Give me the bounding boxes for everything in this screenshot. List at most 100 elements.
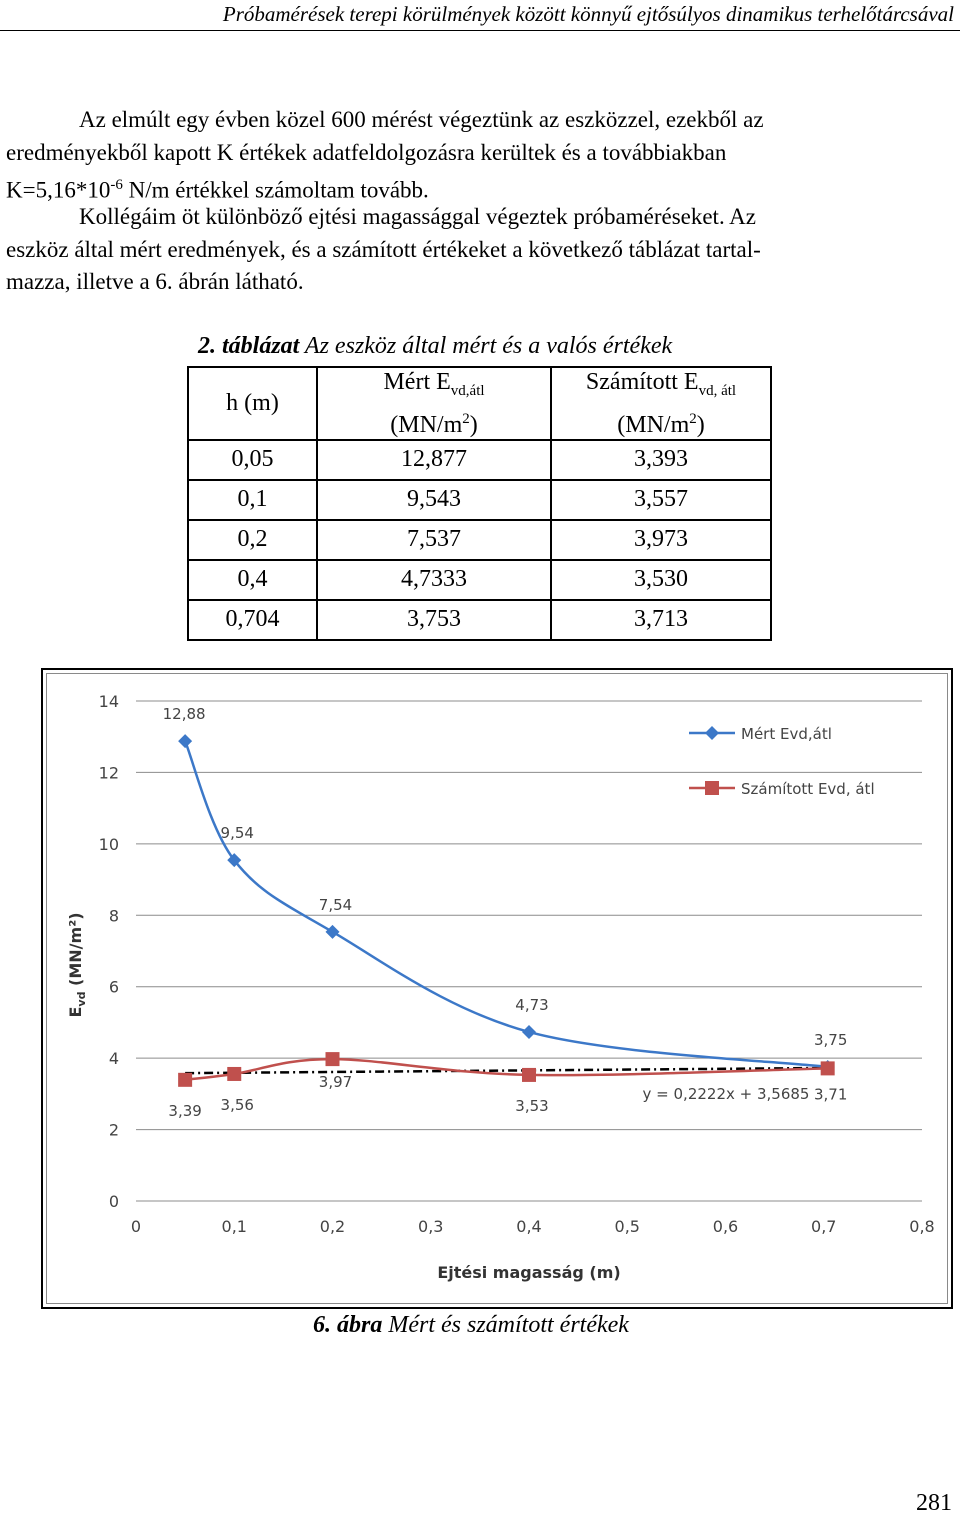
data-label: 7,54 <box>319 896 352 914</box>
y-tick-label: 4 <box>109 1049 119 1068</box>
data-point <box>326 925 340 939</box>
data-label: 12,88 <box>163 705 206 723</box>
x-tick-label: 0,5 <box>615 1217 640 1236</box>
y-tick-label: 10 <box>99 835 119 854</box>
cell-calculated: 3,530 <box>551 560 771 600</box>
x-tick-label: 0,2 <box>320 1217 345 1236</box>
header-calc-main: Számított E <box>586 369 699 395</box>
data-point <box>227 1067 241 1081</box>
paragraph-intro: Az elmúlt egy évben közel 600 mérést vég… <box>6 104 954 207</box>
x-tick-label: 0,7 <box>811 1217 836 1236</box>
data-point <box>178 734 192 748</box>
data-label: 3,71 <box>814 1085 847 1103</box>
cell-measured: 3,753 <box>317 600 551 640</box>
data-point <box>178 1073 192 1087</box>
cell-calculated: 3,393 <box>551 440 771 480</box>
table-row: 0,1 9,543 3,557 <box>188 480 771 520</box>
header-unit-sup: 2 <box>689 411 697 427</box>
y-tick-label: 8 <box>109 906 119 925</box>
legend-label: Mért Evd,átl <box>741 725 832 743</box>
paragraph-measurements: Kollégáim öt különböző ejtési magasságga… <box>6 201 954 299</box>
paragraph-line: eredményekből kapott K értékek adatfeldo… <box>6 137 954 170</box>
paragraph-line: Az elmúlt egy évben közel 600 mérést vég… <box>6 104 954 137</box>
x-axis-label: Ejtési magasság (m) <box>437 1263 620 1282</box>
results-table: h (m) Mért Evd,átl (MN/m2) Számított Evd… <box>187 366 772 641</box>
paragraph-line: mazza, illetve a 6. ábrán látható. <box>6 266 954 299</box>
data-label: 3,53 <box>515 1097 548 1115</box>
table-caption: 2. táblázat Az eszköz által mért és a va… <box>198 333 672 360</box>
header-calc-sub: vd, átl <box>699 383 737 399</box>
header-measured-sub: vd,átl <box>451 383 485 399</box>
table-header-row: h (m) Mért Evd,átl (MN/m2) Számított Evd… <box>188 367 771 440</box>
evd-chart: 0 2 4 6 8 10 12 14 0 0,1 0,2 0,3 0,4 0,5 0,6 0,7 0,8 Ejté… <box>47 674 947 1303</box>
figure-caption: 6. ábra Mért és számított értékek <box>313 1312 629 1339</box>
k-exponent: -6 <box>110 177 123 193</box>
data-point <box>522 1025 536 1039</box>
legend-marker <box>705 726 719 740</box>
cell-measured: 4,7333 <box>317 560 551 600</box>
y-axis-label: Evd (MN/m²) <box>66 912 88 1017</box>
running-title: Próbamérések terepi körülmények között k… <box>223 2 954 27</box>
header-unit: (MN/m <box>617 412 689 438</box>
y-tick-label: 2 <box>109 1121 119 1140</box>
data-label: 3,56 <box>221 1096 254 1114</box>
table-row: 0,2 7,537 3,973 <box>188 520 771 560</box>
cell-measured: 7,537 <box>317 520 551 560</box>
header-height: h (m) <box>188 367 317 440</box>
data-point <box>821 1061 835 1075</box>
data-label: 3,39 <box>168 1102 201 1120</box>
header-measured: Mért Evd,átl (MN/m2) <box>317 367 551 440</box>
chart-frame: 0 2 4 6 8 10 12 14 0 0,1 0,2 0,3 0,4 0,5 0,6 0,7 0,8 Ejté… <box>41 668 953 1309</box>
x-tick-label: 0,6 <box>713 1217 738 1236</box>
cell-calculated: 3,557 <box>551 480 771 520</box>
x-tick-label: 0,1 <box>222 1217 247 1236</box>
y-tick-label: 14 <box>99 692 119 711</box>
x-tick-label: 0,3 <box>418 1217 443 1236</box>
cell-height: 0,05 <box>188 440 317 480</box>
header-unit-close: ) <box>470 412 478 438</box>
y-tick-label: 12 <box>99 763 119 782</box>
data-label: 4,73 <box>515 996 548 1014</box>
data-label: 3,97 <box>319 1073 352 1091</box>
cell-height: 0,1 <box>188 480 317 520</box>
data-point <box>326 1052 340 1066</box>
legend-label: Számított Evd, átl <box>741 780 875 798</box>
k-value-text: K=5,16*10 <box>6 178 110 203</box>
table-row: 0,05 12,877 3,393 <box>188 440 771 480</box>
header-calculated: Számított Evd, átl (MN/m2) <box>551 367 771 440</box>
cell-calculated: 3,973 <box>551 520 771 560</box>
figure-caption-number: 6. ábra <box>313 1312 382 1338</box>
figure-caption-text: Mért és számított értékek <box>382 1312 629 1338</box>
series-line <box>185 741 828 1067</box>
header-unit-sup: 2 <box>462 411 470 427</box>
header-measured-main: Mért E <box>383 369 450 395</box>
k-unit-text: N/m értékkel számoltam tovább. <box>123 178 429 203</box>
chart-area: 0 2 4 6 8 10 12 14 0 0,1 0,2 0,3 0,4 0,5 0,6 0,7 0,8 Ejté… <box>46 673 948 1304</box>
cell-calculated: 3,713 <box>551 600 771 640</box>
paragraph-line: eszköz által mért eredmények, és a számí… <box>6 234 954 267</box>
cell-height: 0,704 <box>188 600 317 640</box>
y-tick-label: 0 <box>109 1192 119 1211</box>
header-unit: (MN/m <box>390 412 462 438</box>
x-tick-label: 0,4 <box>516 1217 541 1236</box>
table-caption-number: 2. táblázat <box>198 333 299 359</box>
data-point <box>522 1068 536 1082</box>
table-caption-text: Az eszköz által mért és a valós értékek <box>299 333 672 359</box>
data-label: 9,54 <box>221 824 254 842</box>
cell-height: 0,4 <box>188 560 317 600</box>
cell-measured: 12,877 <box>317 440 551 480</box>
cell-height: 0,2 <box>188 520 317 560</box>
paragraph-line: Kollégáim öt különböző ejtési magasságga… <box>6 201 954 234</box>
cell-measured: 9,543 <box>317 480 551 520</box>
table-row: 0,704 3,753 3,713 <box>188 600 771 640</box>
trendline-equation: y = 0,2222x + 3,5685 <box>643 1085 810 1103</box>
y-tick-label: 6 <box>109 978 119 997</box>
legend-marker <box>705 781 719 795</box>
x-tick-label: 0 <box>131 1217 141 1236</box>
table-row: 0,4 4,7333 3,530 <box>188 560 771 600</box>
header-unit-close: ) <box>697 412 705 438</box>
running-header: Próbamérések terepi körülmények között k… <box>0 0 960 31</box>
data-label: 3,75 <box>814 1031 847 1049</box>
x-tick-label: 0,8 <box>909 1217 934 1236</box>
page-number: 281 <box>916 1490 952 1517</box>
